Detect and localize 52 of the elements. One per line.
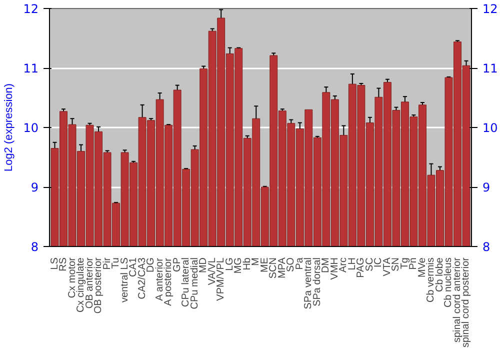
x-tick-label: RS <box>58 257 70 272</box>
x-tick-label: VPM/VPL <box>216 257 227 301</box>
y2-tick-label: 9 <box>482 180 490 194</box>
x-tick-label: LS <box>49 257 60 270</box>
x-tick-label: DG <box>146 257 157 272</box>
x-tick-label: Pa <box>294 257 306 270</box>
x-tick-label: Tg <box>399 258 410 270</box>
x-tick-label: Pn <box>408 257 420 270</box>
x-tick-label: CPu medial <box>189 257 200 310</box>
x-tick-label: CA1 <box>128 257 140 277</box>
y2-tick-label: 10 <box>482 121 498 135</box>
x-tick-label: Arc <box>338 258 350 272</box>
x-tick-label: OB posterior <box>93 256 104 314</box>
x-tick-label: GP <box>172 257 183 272</box>
x-tick-label: spinal cord posterior <box>460 256 472 348</box>
x-tick-label: ventral LS <box>119 257 130 303</box>
y-tick-label: 10 <box>23 121 39 135</box>
x-tick-label: SPa dorsal <box>312 257 323 306</box>
x-tick-label: MVe <box>416 257 428 278</box>
x-tick-label: M <box>250 257 262 266</box>
y2-tick-label: 12 <box>482 2 498 16</box>
x-tick-label: Cb lobe <box>434 257 446 292</box>
x-tick-label: VTA <box>382 257 393 276</box>
y-axis-title: Log2 (expression) <box>3 83 16 172</box>
x-tick-label: LH <box>346 257 358 270</box>
x-tick-label: OB anterior <box>84 256 96 309</box>
x-tick-label: CA2/CA3 <box>136 257 148 300</box>
x-tick-label: A anterior <box>154 257 166 301</box>
x-tick-label: PAG <box>356 257 367 278</box>
x-tick-label: Pir <box>102 256 113 270</box>
y-tick-label: 8 <box>30 240 39 254</box>
x-tick-label: Cb nucleus <box>443 258 454 308</box>
x-tick-label: IC <box>373 258 384 268</box>
y-tick-label: 11 <box>23 62 39 76</box>
y-tick-label: 12 <box>23 2 39 16</box>
x-tick-label: spinal cord anterior <box>452 256 463 343</box>
x-tick-label: DM <box>320 257 332 274</box>
y-tick-label: 9 <box>30 180 39 194</box>
x-tick-label: Tu <box>110 257 122 269</box>
x-tick-label: SN <box>390 257 402 272</box>
x-tick-label: A posterior <box>163 257 174 306</box>
x-tick-label: Cx cingulate <box>76 257 87 313</box>
x-tick-label: VMH <box>329 257 340 280</box>
y2-tick-label: 11 <box>482 62 498 76</box>
x-tick-label: SCN <box>268 257 280 279</box>
x-tick-label: LG <box>224 257 236 271</box>
x-tick-label: SO <box>286 257 297 272</box>
y2-tick-label: 8 <box>482 240 490 254</box>
x-tick-label: SC <box>364 257 376 272</box>
x-tick-label: ME <box>259 257 270 272</box>
x-tick-label: MPA <box>276 257 288 278</box>
x-tick-label: Hb <box>242 257 253 270</box>
